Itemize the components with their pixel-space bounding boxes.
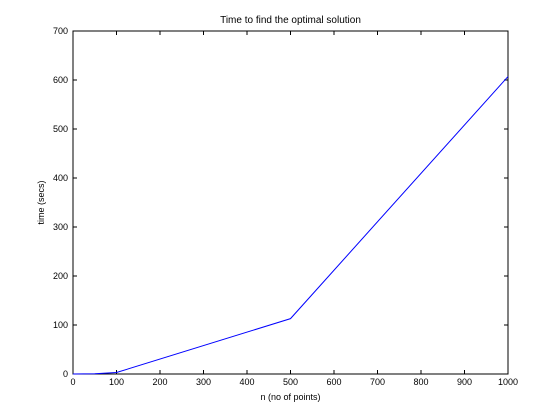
y-tick-label: 200 (53, 271, 68, 281)
chart-title: Time to find the optimal solution (220, 15, 361, 26)
y-tick-label: 600 (53, 75, 68, 85)
x-tick-label: 0 (70, 377, 75, 387)
x-tick-label: 300 (196, 377, 211, 387)
x-tick-label: 100 (109, 377, 124, 387)
y-tick-label: 700 (53, 26, 68, 36)
x-tick-label: 400 (239, 377, 254, 387)
y-tick-label: 300 (53, 222, 68, 232)
x-tick-label: 800 (413, 377, 428, 387)
x-tick-label: 500 (283, 377, 298, 387)
x-tick-label: 600 (326, 377, 341, 387)
x-axis-label: n (no of points) (260, 392, 320, 402)
y-tick-label: 400 (53, 173, 68, 183)
x-tick-label: 1000 (498, 377, 518, 387)
x-tick-label: 700 (370, 377, 385, 387)
series-group (72, 76, 509, 375)
axis-ticks: 0 100 200 300 400 500 600 700 800 900 1000 0 100 200 3… (53, 26, 518, 387)
plot-area (72, 30, 509, 375)
x-tick-label: 200 (152, 377, 167, 387)
y-axis-label: time (secs) (36, 180, 46, 224)
y-tick-label: 100 (53, 320, 68, 330)
y-tick-label: 500 (53, 124, 68, 134)
series-line (72, 76, 509, 375)
x-tick-label: 900 (457, 377, 472, 387)
y-tick-label: 0 (63, 369, 68, 379)
